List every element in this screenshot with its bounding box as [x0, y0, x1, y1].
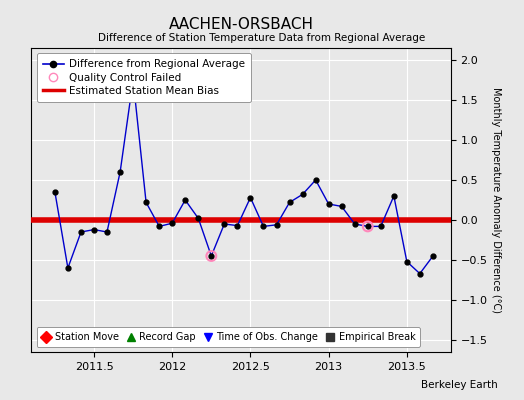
Text: Difference of Station Temperature Data from Regional Average: Difference of Station Temperature Data f… [99, 33, 425, 43]
Legend: Station Move, Record Gap, Time of Obs. Change, Empirical Break: Station Move, Record Gap, Time of Obs. C… [37, 328, 420, 347]
Text: Berkeley Earth: Berkeley Earth [421, 380, 498, 390]
Point [364, 223, 372, 230]
Point [207, 253, 215, 259]
Y-axis label: Monthly Temperature Anomaly Difference (°C): Monthly Temperature Anomaly Difference (… [492, 87, 501, 313]
Title: AACHEN-ORSBACH: AACHEN-ORSBACH [169, 16, 313, 32]
